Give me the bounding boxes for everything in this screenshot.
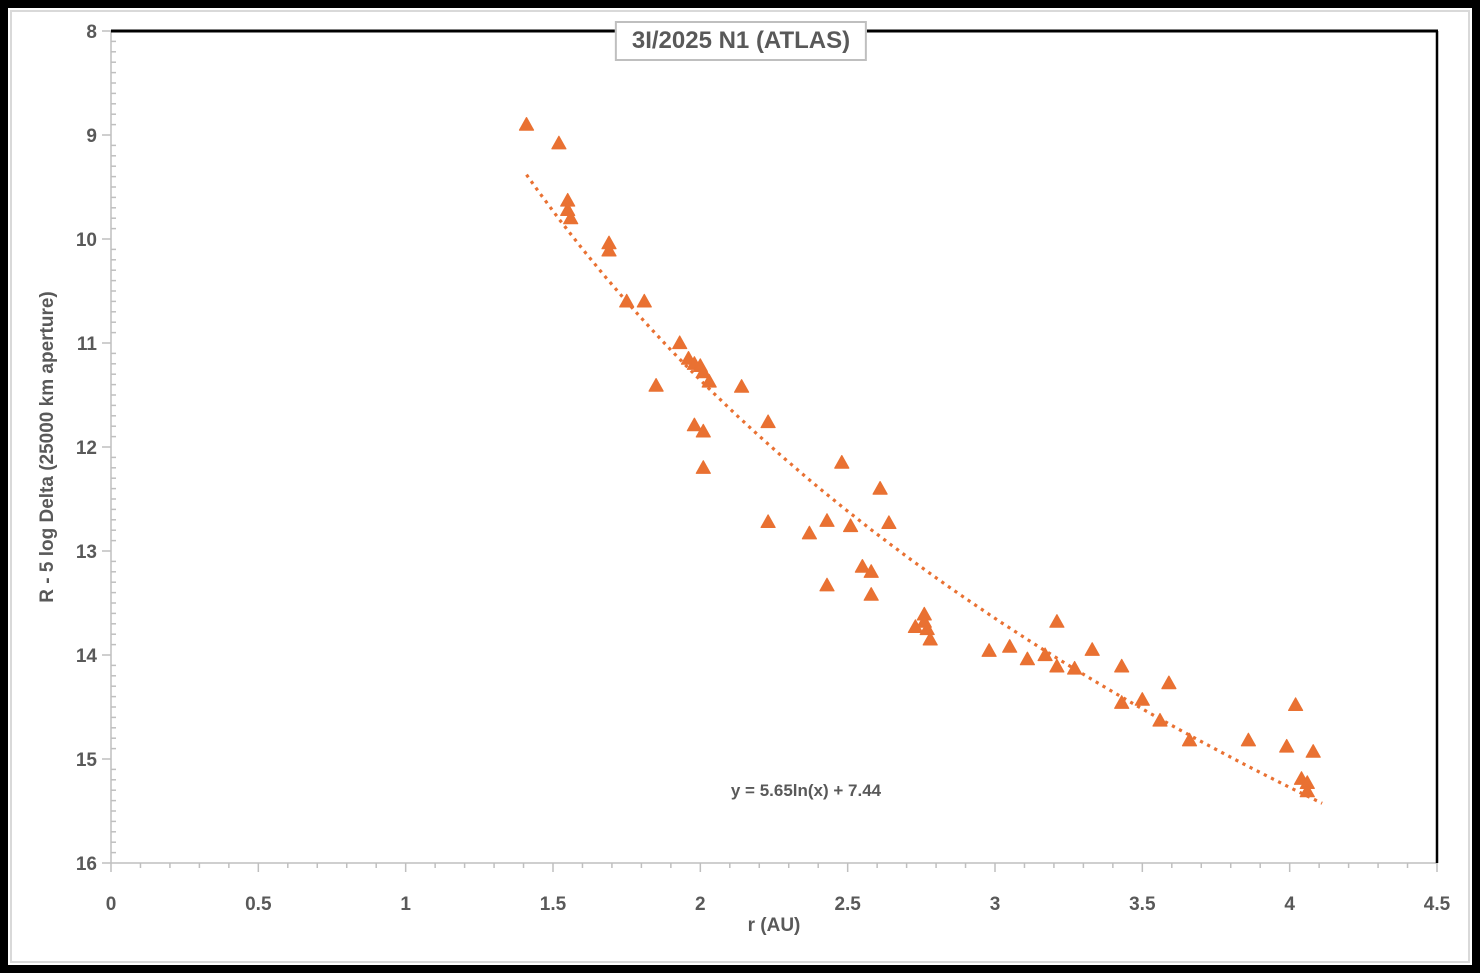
y-tick-label: 10 [76, 230, 97, 251]
axis-ticks [102, 30, 1438, 872]
data-point [854, 559, 870, 573]
data-point [686, 417, 702, 432]
data-point [648, 378, 664, 392]
x-tick-label: 1 [400, 894, 411, 915]
data-point [1084, 642, 1100, 656]
data-point [1114, 695, 1130, 709]
y-tick-label: 14 [76, 646, 98, 667]
data-point [981, 643, 997, 657]
tick-labels: 0 0.5 1 1.5 2 2.5 3 3.5 4 4.5 8 9 10 11 12 13 14 15 16 [76, 22, 1451, 915]
data-point [881, 515, 897, 529]
x-tick-label: 1.5 [540, 894, 567, 915]
data-point [636, 293, 652, 308]
data-point [601, 242, 617, 257]
chart-area [10, 10, 1470, 963]
data-point [1114, 658, 1130, 673]
x-tick-label: 3 [990, 894, 1001, 915]
data-point [1049, 614, 1065, 628]
trendline-path [525, 173, 1323, 805]
data-point [1067, 660, 1083, 675]
x-axis-label: r (AU) [747, 915, 801, 936]
data-point [863, 564, 879, 578]
data-point [1288, 697, 1304, 711]
data-point [819, 577, 835, 592]
data-point [863, 587, 879, 601]
x-tick-label: 0 [106, 894, 117, 915]
x-tick-label: 2.5 [834, 894, 861, 915]
data-point [551, 135, 567, 150]
data-point [819, 513, 835, 527]
data-point [1299, 783, 1315, 798]
data-points [518, 117, 1321, 798]
data-point [801, 525, 817, 540]
data-point [672, 335, 688, 350]
data-point [919, 621, 935, 636]
data-point [1037, 647, 1053, 662]
data-point [1240, 732, 1256, 747]
data-point [701, 373, 717, 388]
data-point [1279, 738, 1295, 753]
data-point [695, 423, 711, 438]
y-tick-label: 8 [86, 22, 97, 43]
x-tick-label: 3.5 [1129, 894, 1156, 915]
data-point [1134, 692, 1150, 706]
x-tick-label: 2 [695, 894, 706, 915]
trendline-equation: y = 5.65ln(x) + 7.44 [730, 781, 882, 800]
data-point [1002, 639, 1018, 653]
data-point [760, 414, 776, 429]
data-point [760, 514, 776, 528]
y-tick-label: 12 [76, 438, 97, 459]
x-tick-label: 4 [1284, 894, 1295, 915]
data-point [695, 460, 711, 474]
data-point [619, 293, 635, 308]
data-point [563, 210, 579, 225]
y-tick-label: 16 [76, 854, 97, 875]
trendline [525, 173, 1323, 805]
data-point [695, 364, 711, 379]
x-tick-label: 4.5 [1424, 894, 1451, 915]
data-point [872, 481, 888, 495]
chart-title: 3I/2025 N1 (ATLAS) [614, 21, 868, 61]
data-point [1049, 658, 1065, 673]
data-point [1019, 651, 1035, 666]
data-point [1152, 712, 1168, 727]
axis-lines [110, 29, 1439, 864]
y-tick-label: 9 [86, 126, 97, 147]
data-point [834, 455, 850, 469]
data-point [922, 631, 938, 646]
data-point [843, 518, 859, 533]
data-point [1181, 732, 1198, 747]
y-tick-label: 11 [77, 334, 98, 355]
x-tick-label: 0.5 [245, 894, 272, 915]
data-point [734, 379, 750, 393]
data-point [518, 117, 535, 131]
y-tick-label: 15 [76, 750, 98, 771]
data-point [1161, 675, 1177, 690]
data-point [1305, 744, 1321, 758]
y-axis-label: R - 5 log Delta (25000 km aperture) [37, 291, 58, 603]
y-tick-label: 13 [76, 542, 97, 563]
